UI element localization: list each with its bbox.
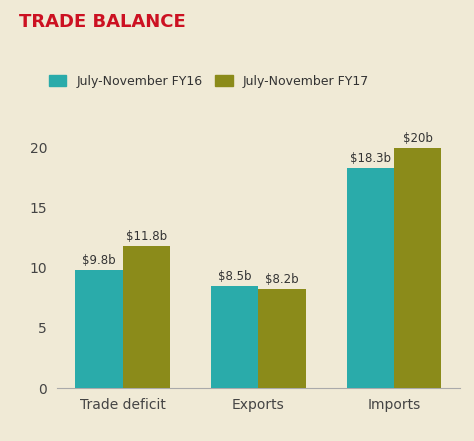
Text: TRADE BALANCE: TRADE BALANCE <box>19 13 186 31</box>
Bar <box>211 286 258 388</box>
Bar <box>346 168 394 388</box>
Text: $20b: $20b <box>403 131 433 145</box>
Text: $8.2b: $8.2b <box>265 273 299 287</box>
Bar <box>75 270 123 388</box>
Text: $11.8b: $11.8b <box>126 230 167 243</box>
Legend: July-November FY16, July-November FY17: July-November FY16, July-November FY17 <box>49 75 369 88</box>
Text: $9.8b: $9.8b <box>82 254 116 267</box>
Bar <box>258 289 306 388</box>
Text: $18.3b: $18.3b <box>350 152 391 165</box>
Text: $8.5b: $8.5b <box>218 270 251 283</box>
Bar <box>394 148 441 388</box>
Bar <box>123 246 170 388</box>
